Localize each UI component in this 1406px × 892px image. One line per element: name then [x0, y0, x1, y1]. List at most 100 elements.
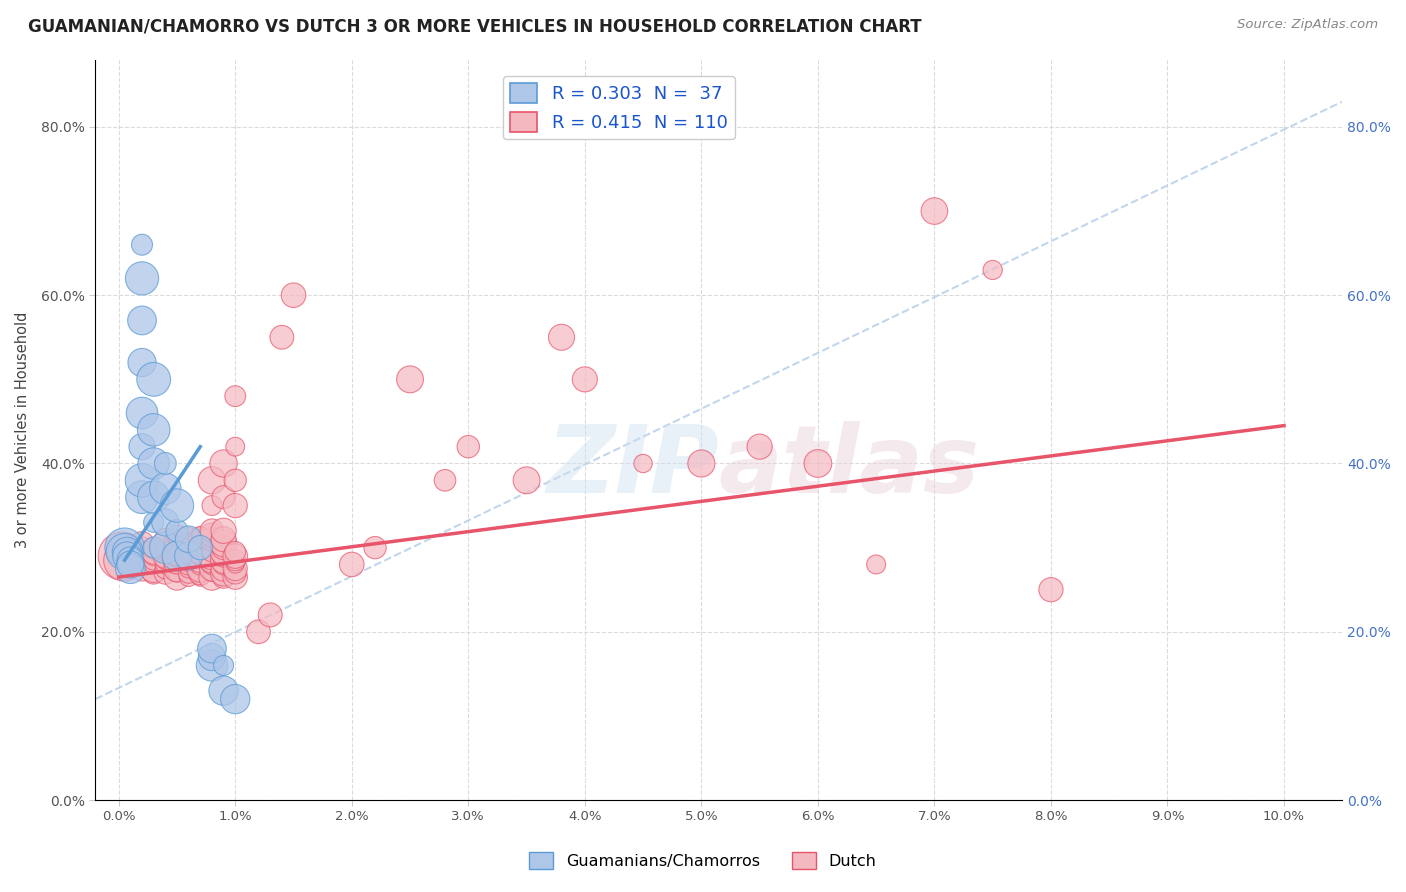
- Text: atlas: atlas: [718, 421, 980, 513]
- Point: [155, 541, 177, 555]
- Point: [283, 288, 305, 302]
- Point: [120, 545, 142, 559]
- Point: [142, 549, 165, 563]
- Point: [155, 541, 177, 555]
- Point: [177, 533, 200, 547]
- Point: [142, 558, 165, 572]
- Point: [155, 562, 177, 576]
- Point: [142, 541, 165, 555]
- Point: [270, 330, 292, 344]
- Point: [177, 549, 200, 563]
- Point: [155, 533, 177, 547]
- Point: [188, 528, 211, 542]
- Point: [177, 553, 200, 567]
- Point: [142, 545, 165, 559]
- Point: [188, 566, 211, 580]
- Point: [114, 545, 136, 559]
- Point: [166, 533, 188, 547]
- Point: [111, 549, 134, 563]
- Point: [114, 553, 136, 567]
- Point: [120, 558, 142, 572]
- Point: [155, 457, 177, 471]
- Point: [177, 558, 200, 572]
- Point: [201, 650, 224, 665]
- Point: [188, 562, 211, 576]
- Point: [1039, 582, 1062, 597]
- Point: [550, 330, 572, 344]
- Point: [166, 570, 188, 584]
- Point: [201, 473, 224, 487]
- Point: [114, 541, 136, 555]
- Point: [120, 562, 142, 576]
- Point: [166, 524, 188, 538]
- Point: [212, 545, 235, 559]
- Point: [142, 490, 165, 504]
- Point: [131, 558, 153, 572]
- Point: [188, 549, 211, 563]
- Point: [177, 545, 200, 559]
- Point: [212, 553, 235, 567]
- Point: [247, 624, 270, 639]
- Point: [224, 570, 246, 584]
- Point: [115, 553, 138, 567]
- Point: [188, 553, 211, 567]
- Point: [201, 533, 224, 547]
- Point: [224, 499, 246, 513]
- Text: GUAMANIAN/CHAMORRO VS DUTCH 3 OR MORE VEHICLES IN HOUSEHOLD CORRELATION CHART: GUAMANIAN/CHAMORRO VS DUTCH 3 OR MORE VE…: [28, 18, 922, 36]
- Point: [224, 549, 246, 563]
- Point: [188, 533, 211, 547]
- Point: [224, 553, 246, 567]
- Point: [115, 549, 138, 563]
- Point: [201, 499, 224, 513]
- Point: [364, 541, 387, 555]
- Point: [142, 423, 165, 437]
- Point: [131, 545, 153, 559]
- Point: [131, 541, 153, 555]
- Point: [224, 473, 246, 487]
- Point: [131, 549, 153, 563]
- Point: [142, 516, 165, 530]
- Point: [131, 355, 153, 369]
- Point: [166, 545, 188, 559]
- Point: [690, 457, 713, 471]
- Point: [201, 562, 224, 576]
- Point: [212, 549, 235, 563]
- Point: [201, 549, 224, 563]
- Point: [981, 263, 1004, 277]
- Point: [166, 566, 188, 580]
- Point: [131, 490, 153, 504]
- Point: [166, 558, 188, 572]
- Y-axis label: 3 or more Vehicles in Household: 3 or more Vehicles in Household: [15, 311, 30, 548]
- Point: [631, 457, 654, 471]
- Legend: Guamanians/Chamorros, Dutch: Guamanians/Chamorros, Dutch: [523, 846, 883, 875]
- Point: [212, 658, 235, 673]
- Point: [177, 549, 200, 563]
- Point: [142, 562, 165, 576]
- Point: [120, 553, 142, 567]
- Point: [142, 566, 165, 580]
- Point: [177, 541, 200, 555]
- Point: [340, 558, 363, 572]
- Point: [155, 553, 177, 567]
- Point: [188, 541, 211, 555]
- Point: [177, 533, 200, 547]
- Point: [131, 473, 153, 487]
- Point: [201, 545, 224, 559]
- Point: [177, 566, 200, 580]
- Point: [120, 553, 142, 567]
- Point: [177, 536, 200, 550]
- Point: [224, 558, 246, 572]
- Point: [574, 372, 596, 386]
- Point: [120, 549, 142, 563]
- Point: [224, 545, 246, 559]
- Point: [142, 553, 165, 567]
- Point: [433, 473, 456, 487]
- Point: [188, 541, 211, 555]
- Point: [224, 692, 246, 706]
- Text: ZIP: ZIP: [546, 421, 718, 513]
- Point: [224, 566, 246, 580]
- Point: [224, 389, 246, 403]
- Point: [212, 558, 235, 572]
- Point: [166, 549, 188, 563]
- Point: [131, 536, 153, 550]
